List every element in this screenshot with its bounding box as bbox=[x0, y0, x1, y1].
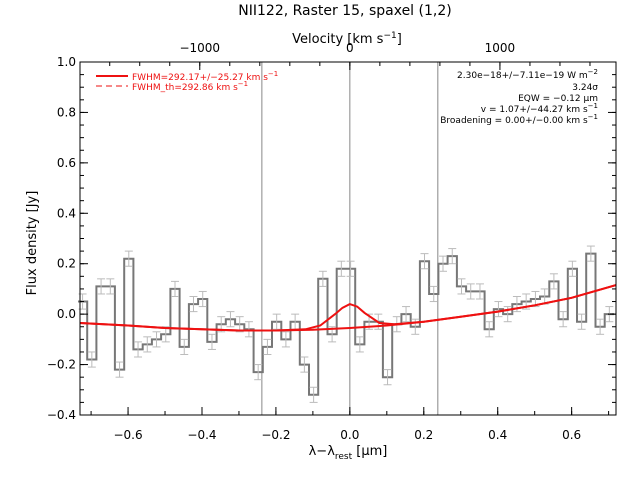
top-tick-label-0: −1000 bbox=[179, 41, 220, 55]
x-tick-label-4: 0.2 bbox=[414, 428, 433, 442]
y-tick-label-1: −0.2 bbox=[47, 358, 76, 372]
series-continuum-line bbox=[79, 284, 617, 332]
y-tick-label-6: 0.8 bbox=[57, 105, 76, 119]
legend-label-fit-th-main: FWHM_th=292.86 km s bbox=[132, 83, 238, 93]
annotations: 2.30e−18+/−7.11e−19 W m−2 3.24σ EQW = −0… bbox=[440, 68, 598, 126]
legend-label-fit-sup: −1 bbox=[268, 70, 278, 78]
axes-layer: −0.6 −0.4 −0.2 0.0 0.2 0.4 0.6 −0.4 −0.2 0.0 0.2 0.… bbox=[47, 41, 616, 442]
annotation-velocity: v = 1.07+/−44.27 km s−1 bbox=[481, 102, 598, 115]
y-tick-label-4: 0.4 bbox=[57, 206, 76, 220]
legend-label-fit-th: FWHM_th=292.86 km s−1 bbox=[132, 80, 248, 93]
x-axis-label-sub: rest bbox=[335, 452, 353, 462]
chart-title: NII122, Raster 15, spaxel (1,2) bbox=[238, 3, 451, 19]
annotation-broadening: Broadening = 0.00+/−0.00 km s−1 bbox=[440, 113, 598, 126]
plot-frame bbox=[79, 61, 617, 416]
legend: FWHM=292.17+/−25.27 km s−1 FWHM_th=292.8… bbox=[96, 70, 278, 93]
annotation-sigma: 3.24σ bbox=[572, 83, 598, 93]
x-axis-label-unit: [μm] bbox=[352, 444, 387, 459]
top-axis-label-sup: −1 bbox=[383, 31, 396, 41]
y-tick-label-0: −0.4 bbox=[47, 408, 76, 422]
y-tick-label-3: 0.2 bbox=[57, 257, 76, 271]
top-axis-label-main: Velocity [km s bbox=[292, 32, 384, 47]
annotation-flux-sup: −2 bbox=[588, 68, 598, 76]
legend-label-fit-main: FWHM=292.17+/−25.27 km s bbox=[132, 73, 268, 83]
annotation-flux-main: 2.30e−18+/−7.11e−19 W m bbox=[457, 71, 588, 81]
series-layer bbox=[78, 245, 617, 403]
annotation-broadening-main: Broadening = 0.00+/−0.00 km s bbox=[440, 116, 588, 126]
y-tick-label-2: 0.0 bbox=[57, 307, 76, 321]
y-tick-label-5: 0.6 bbox=[57, 156, 76, 170]
annotation-velocity-main: v = 1.07+/−44.27 km s bbox=[481, 105, 588, 115]
x-tick-label-2: −0.2 bbox=[261, 428, 290, 442]
x-tick-label-5: 0.4 bbox=[488, 428, 507, 442]
top-tick-label-1: 0 bbox=[346, 41, 354, 55]
annotation-velocity-sup: −1 bbox=[588, 102, 598, 110]
annotation-broadening-sup: −1 bbox=[588, 113, 598, 121]
x-tick-label-1: −0.4 bbox=[187, 428, 216, 442]
top-tick-label-2: 1000 bbox=[485, 41, 516, 55]
top-axis-label: Velocity [km s−1] bbox=[292, 31, 402, 47]
x-tick-label-6: 0.6 bbox=[562, 428, 581, 442]
x-axis-label: λ−λrest [μm] bbox=[309, 444, 388, 462]
legend-label-fit-th-sup: −1 bbox=[238, 80, 248, 88]
y-tick-label-7: 1.0 bbox=[57, 55, 76, 69]
x-axis-label-main: λ−λ bbox=[309, 444, 336, 459]
x-tick-label-0: −0.6 bbox=[113, 428, 142, 442]
x-tick-label-3: 0.0 bbox=[340, 428, 359, 442]
top-axis-label-end: ] bbox=[397, 32, 402, 47]
y-axis-label: Flux density [Jy] bbox=[25, 191, 40, 296]
annotation-flux: 2.30e−18+/−7.11e−19 W m−2 bbox=[457, 68, 598, 81]
legend-label-fit: FWHM=292.17+/−25.27 km s−1 bbox=[132, 70, 278, 83]
annotation-eqw: EQW = −0.12 μm bbox=[518, 94, 598, 104]
